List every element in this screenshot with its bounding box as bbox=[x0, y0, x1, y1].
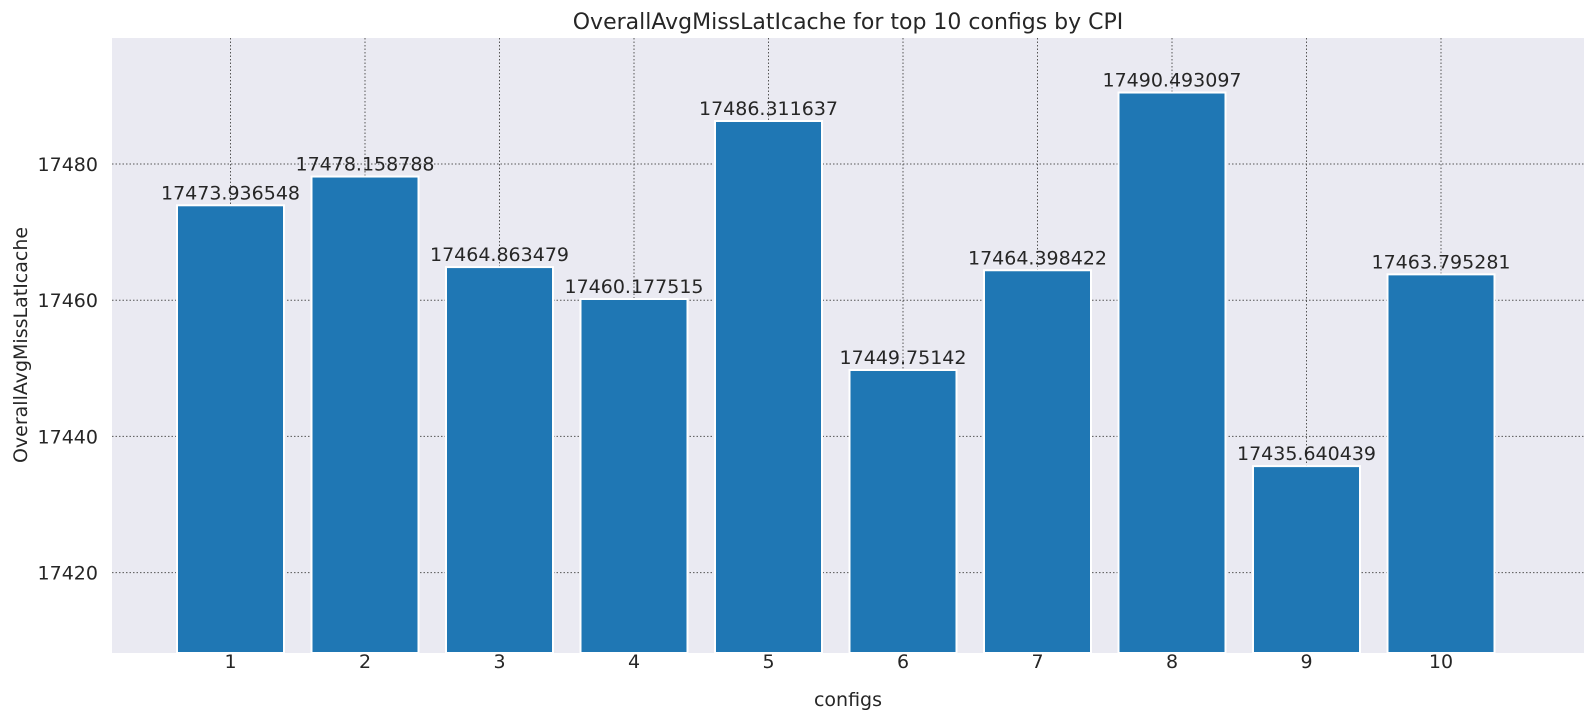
x-tick-label: 10 bbox=[1429, 651, 1453, 673]
bar bbox=[579, 298, 689, 654]
data-label: 17449.75142 bbox=[840, 347, 967, 369]
chart-title: OverallAvgMissLatIcache for top 10 confi… bbox=[573, 10, 1124, 35]
x-tick-label: 5 bbox=[762, 651, 774, 673]
data-label: 17464.863479 bbox=[430, 244, 569, 266]
bar bbox=[445, 266, 554, 654]
x-axis-label: configs bbox=[814, 689, 882, 711]
y-tick-label: 17480 bbox=[38, 154, 98, 176]
data-label: 17463.795281 bbox=[1371, 251, 1510, 273]
bars bbox=[176, 91, 1496, 655]
x-tick-label: 3 bbox=[493, 651, 505, 673]
x-tick-label: 4 bbox=[628, 651, 640, 673]
bar bbox=[714, 120, 823, 655]
bar bbox=[310, 175, 420, 654]
x-tick-label: 1 bbox=[224, 651, 236, 673]
x-tick-label: 7 bbox=[1031, 651, 1043, 673]
bar bbox=[1386, 273, 1496, 654]
x-tick-label: 9 bbox=[1300, 651, 1312, 673]
bar bbox=[983, 269, 1092, 654]
x-tick-label: 8 bbox=[1166, 651, 1178, 673]
y-tick-label: 17420 bbox=[38, 563, 98, 585]
x-tick-label: 2 bbox=[359, 651, 371, 673]
data-label: 17435.640439 bbox=[1237, 443, 1376, 465]
y-tick-label: 17460 bbox=[38, 290, 98, 312]
data-label: 17478.158788 bbox=[295, 154, 434, 176]
bar bbox=[848, 369, 958, 654]
bar bbox=[1252, 465, 1361, 654]
x-tick-label: 6 bbox=[897, 651, 909, 673]
x-tick-labels: 1 2 3 4 5 6 7 8 9 10 bbox=[224, 651, 1453, 673]
y-tick-labels: 17420 17440 17460 17480 bbox=[38, 154, 98, 585]
data-label: 17486.311637 bbox=[699, 98, 838, 120]
data-label: 17460.177515 bbox=[564, 276, 703, 298]
bar bbox=[1117, 91, 1227, 655]
data-label: 17464.398422 bbox=[968, 247, 1107, 269]
y-axis-label: OverallAvgMissLatIcache bbox=[10, 227, 32, 463]
bar bbox=[176, 204, 285, 655]
data-label: 17490.493097 bbox=[1102, 70, 1241, 92]
data-labels: 17473.936548 17478.158788 17464.863479 1746… bbox=[161, 70, 1511, 466]
y-tick-label: 17440 bbox=[38, 426, 98, 448]
data-label: 17473.936548 bbox=[161, 182, 300, 204]
